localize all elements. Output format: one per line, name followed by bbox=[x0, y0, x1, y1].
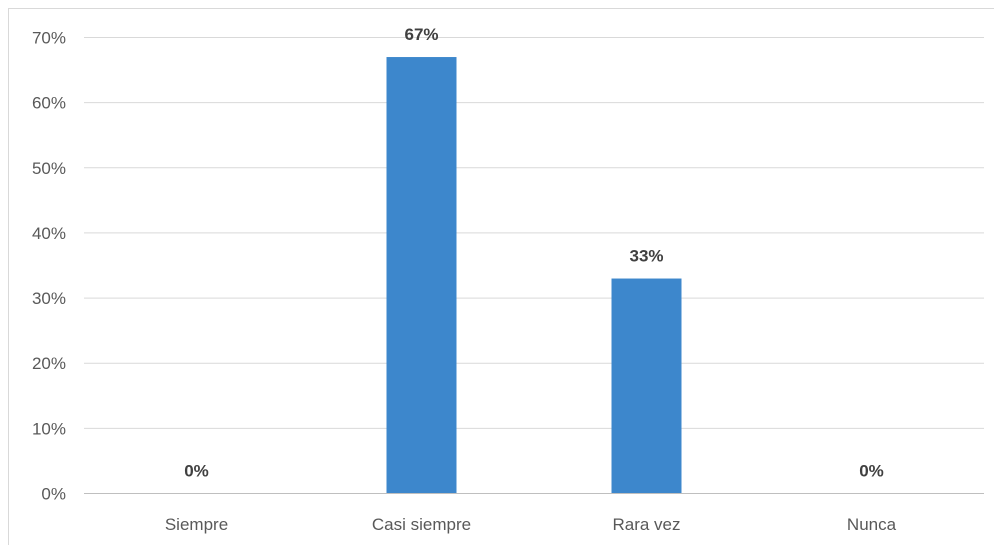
y-tick-label: 0% bbox=[41, 485, 66, 504]
x-axis-tick-labels: Siempre Casi siempre Rara vez Nunca bbox=[165, 515, 897, 534]
bar bbox=[611, 278, 682, 494]
y-tick-label: 10% bbox=[32, 419, 66, 438]
y-tick-label: 60% bbox=[32, 94, 66, 113]
x-tick-label: Casi siempre bbox=[372, 515, 471, 534]
data-label: 0% bbox=[859, 462, 884, 481]
bars bbox=[386, 57, 682, 494]
data-label: 0% bbox=[184, 462, 209, 481]
gridlines bbox=[84, 37, 984, 429]
y-tick-label: 30% bbox=[32, 289, 66, 308]
data-labels: 0% 67% 33% 0% bbox=[184, 25, 884, 480]
x-tick-label: Siempre bbox=[165, 515, 228, 534]
y-tick-label: 70% bbox=[32, 29, 66, 48]
x-tick-label: Nunca bbox=[847, 515, 897, 534]
data-label: 67% bbox=[404, 25, 438, 44]
y-tick-label: 40% bbox=[32, 224, 66, 243]
y-tick-label: 20% bbox=[32, 354, 66, 373]
y-tick-label: 50% bbox=[32, 159, 66, 178]
x-tick-label: Rara vez bbox=[612, 515, 680, 534]
y-axis-tick-labels: 0% 10% 20% 30% 40% 50% 60% 70% bbox=[32, 29, 66, 504]
bar bbox=[386, 57, 457, 494]
data-label: 33% bbox=[629, 247, 663, 266]
chart-frame bbox=[8, 8, 994, 545]
